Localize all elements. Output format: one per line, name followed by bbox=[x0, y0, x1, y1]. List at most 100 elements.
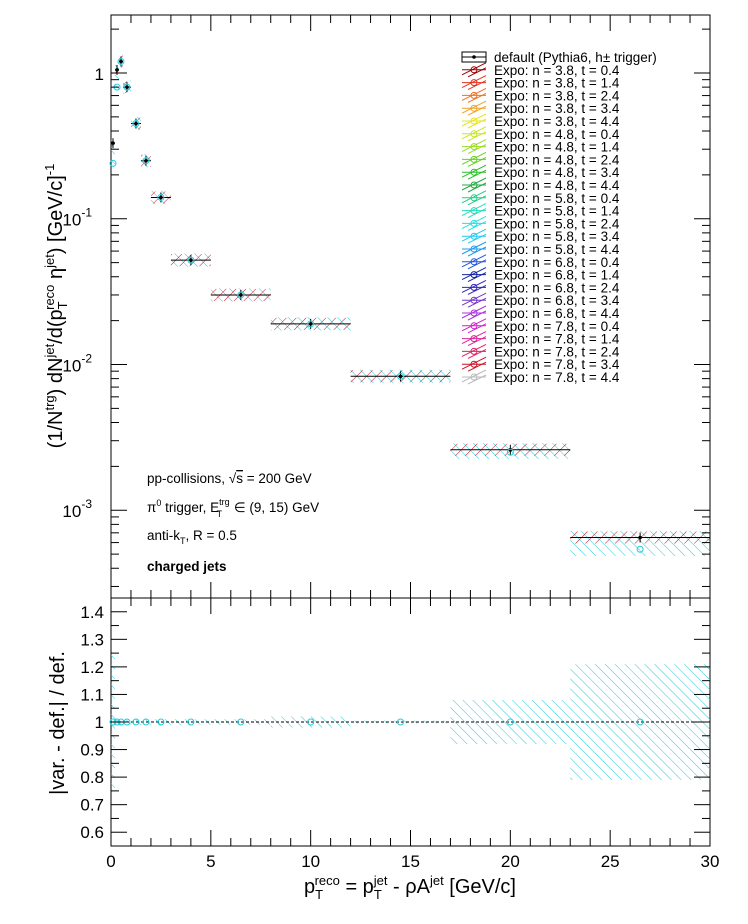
top-ytick-label-2: 10-1 bbox=[62, 206, 92, 230]
point-2 bbox=[119, 59, 123, 64]
point-12 bbox=[638, 535, 642, 540]
legend-hatch-15 bbox=[461, 241, 487, 255]
ratio-point-5 bbox=[142, 718, 150, 726]
legend-hatch-1 bbox=[461, 62, 487, 76]
legend-entry-15: Expo: n = 5.8, t = 4.4 bbox=[461, 241, 620, 257]
ratio-point-6 bbox=[157, 718, 165, 726]
ratio-band-4 bbox=[130, 719, 141, 725]
cyan-band-1 bbox=[114, 63, 119, 94]
legend-hatch-6 bbox=[461, 126, 487, 140]
legend-hatch-10 bbox=[461, 177, 487, 191]
legend-entry-7: Expo: n = 4.8, t = 1.4 bbox=[461, 139, 620, 155]
legend-entry-24: Expo: n = 7.8, t = 3.4 bbox=[461, 356, 620, 372]
legend-entry-9: Expo: n = 4.8, t = 3.4 bbox=[461, 164, 620, 180]
legend-hatch-14 bbox=[461, 228, 487, 242]
legend-marker-20 bbox=[470, 309, 478, 317]
legend-hatch-7 bbox=[461, 139, 487, 153]
legend-hatch-5 bbox=[461, 113, 487, 127]
point-10 bbox=[398, 374, 403, 379]
cyan-band-0 bbox=[111, 136, 115, 170]
legend-marker-25 bbox=[470, 373, 478, 381]
legend-hatch-18 bbox=[461, 279, 487, 293]
legend-hatch-17 bbox=[461, 267, 487, 281]
bottom-y-axis-label: |var. - def.| / def. bbox=[47, 651, 69, 795]
legend-label-18: Expo: n = 6.8, t = 2.4 bbox=[494, 280, 620, 295]
var-point-11 bbox=[506, 448, 514, 456]
x-tick-label-0: 0 bbox=[106, 852, 115, 871]
point-9 bbox=[308, 322, 313, 326]
ratio-band-5 bbox=[140, 719, 151, 725]
ratio-point-4 bbox=[132, 718, 140, 726]
legend-entry-19: Expo: n = 6.8, t = 3.4 bbox=[461, 292, 620, 308]
ratio-point-11 bbox=[506, 718, 514, 726]
var-point-0 bbox=[109, 159, 117, 167]
point-8 bbox=[238, 293, 243, 297]
legend-marker-0 bbox=[472, 55, 476, 59]
legend-label-15: Expo: n = 5.8, t = 4.4 bbox=[494, 242, 620, 257]
point-5 bbox=[144, 158, 148, 163]
bottom-y-axis-ticks: 0.6 0.7 0.8 0.9 1 1.1 1.2 1.3 1.4 bbox=[80, 597, 710, 847]
annotation-trigger: π0 trigger, Etrg T ∈ (9, 15) GeV bbox=[147, 497, 319, 519]
legend-marker-24 bbox=[470, 360, 478, 368]
ratio-band-7 bbox=[170, 719, 211, 725]
var-point-4 bbox=[132, 120, 140, 128]
var-point-2 bbox=[117, 57, 125, 65]
legend-entry-3: Expo: n = 3.8, t = 2.4 bbox=[461, 87, 620, 103]
legend-marker-22 bbox=[470, 335, 478, 343]
legend-label-19: Expo: n = 6.8, t = 3.4 bbox=[494, 293, 620, 308]
legend-marker-1 bbox=[470, 66, 478, 74]
legend-label-13: Expo: n = 5.8, t = 2.4 bbox=[494, 216, 620, 231]
legend-hatch-2 bbox=[461, 75, 487, 89]
legend-entry-23: Expo: n = 7.8, t = 2.4 bbox=[461, 343, 620, 359]
x-tick-label-5: 25 bbox=[601, 852, 620, 871]
legend-entry-6: Expo: n = 4.8, t = 0.4 bbox=[461, 126, 620, 142]
var-point-7 bbox=[187, 256, 195, 264]
legend-marker-9 bbox=[470, 168, 478, 176]
legend-marker-13 bbox=[470, 219, 478, 227]
bottom-x-axis-ticks: 0 5 10 15 20 25 30 bbox=[106, 598, 719, 871]
ratio-point-9 bbox=[307, 718, 315, 726]
legend-label-11: Expo: n = 5.8, t = 0.4 bbox=[494, 191, 620, 206]
ratio-band-6 bbox=[150, 719, 171, 725]
legend-marker-5 bbox=[470, 117, 478, 125]
legend-label-1: Expo: n = 3.8, t = 0.4 bbox=[494, 63, 620, 78]
legend-marker-17 bbox=[470, 271, 478, 279]
var-point-3 bbox=[123, 83, 131, 91]
legend-hatch-21 bbox=[461, 318, 487, 332]
annotation-collisions: pp-collisions, √s = 200 GeV bbox=[147, 471, 312, 486]
bot-ytick-label-7: 1.3 bbox=[80, 630, 104, 649]
legend-label-16: Expo: n = 6.8, t = 0.4 bbox=[494, 255, 620, 270]
legend-marker-19 bbox=[470, 296, 478, 304]
legend-label-20: Expo: n = 6.8, t = 4.4 bbox=[494, 306, 620, 321]
legend-entry-20: Expo: n = 6.8, t = 4.4 bbox=[461, 305, 620, 321]
legend-hatch-20 bbox=[461, 305, 487, 319]
legend-hatch-8 bbox=[461, 151, 487, 165]
legend-label-17: Expo: n = 6.8, t = 1.4 bbox=[494, 268, 620, 283]
legend-hatch-3 bbox=[461, 87, 487, 101]
legend-label-0: default (Pythia6, h± trigger) bbox=[494, 50, 657, 65]
legend-marker-3 bbox=[470, 91, 478, 99]
var-point-6 bbox=[157, 193, 165, 201]
legend-hatch-13 bbox=[461, 215, 487, 229]
top-ytick-label-0: 10-3 bbox=[62, 497, 92, 521]
top-ytick-label-3: 1 bbox=[95, 65, 104, 84]
legend-entry-12: Expo: n = 5.8, t = 1.4 bbox=[461, 203, 620, 219]
legend-label-22: Expo: n = 7.8, t = 1.4 bbox=[494, 332, 620, 347]
legend-entry-18: Expo: n = 6.8, t = 2.4 bbox=[461, 279, 620, 295]
legend-label-9: Expo: n = 4.8, t = 3.4 bbox=[494, 165, 620, 180]
point-1 bbox=[115, 68, 119, 72]
ratio-bands bbox=[111, 650, 710, 794]
legend-entry-10: Expo: n = 4.8, t = 4.4 bbox=[461, 177, 620, 193]
legend-label-24: Expo: n = 7.8, t = 3.4 bbox=[494, 357, 620, 372]
legend-hatch-19 bbox=[461, 292, 487, 306]
top-panel: 10-3 10-2 10-1 1 default (Pythia6, h± trigg… bbox=[42, 14, 711, 599]
legend-marker-18 bbox=[470, 283, 478, 291]
x-tick-label-2: 10 bbox=[301, 852, 320, 871]
point-4 bbox=[134, 121, 138, 126]
legend-marker-10 bbox=[470, 181, 478, 189]
point-11 bbox=[508, 447, 513, 452]
legend-hatch-25 bbox=[461, 369, 487, 383]
legend-entry-25: Expo: n = 7.8, t = 4.4 bbox=[461, 369, 620, 385]
top-y-axis-ticks: 10-3 10-2 10-1 1 bbox=[62, 28, 710, 587]
legend-hatch-9 bbox=[461, 164, 487, 178]
